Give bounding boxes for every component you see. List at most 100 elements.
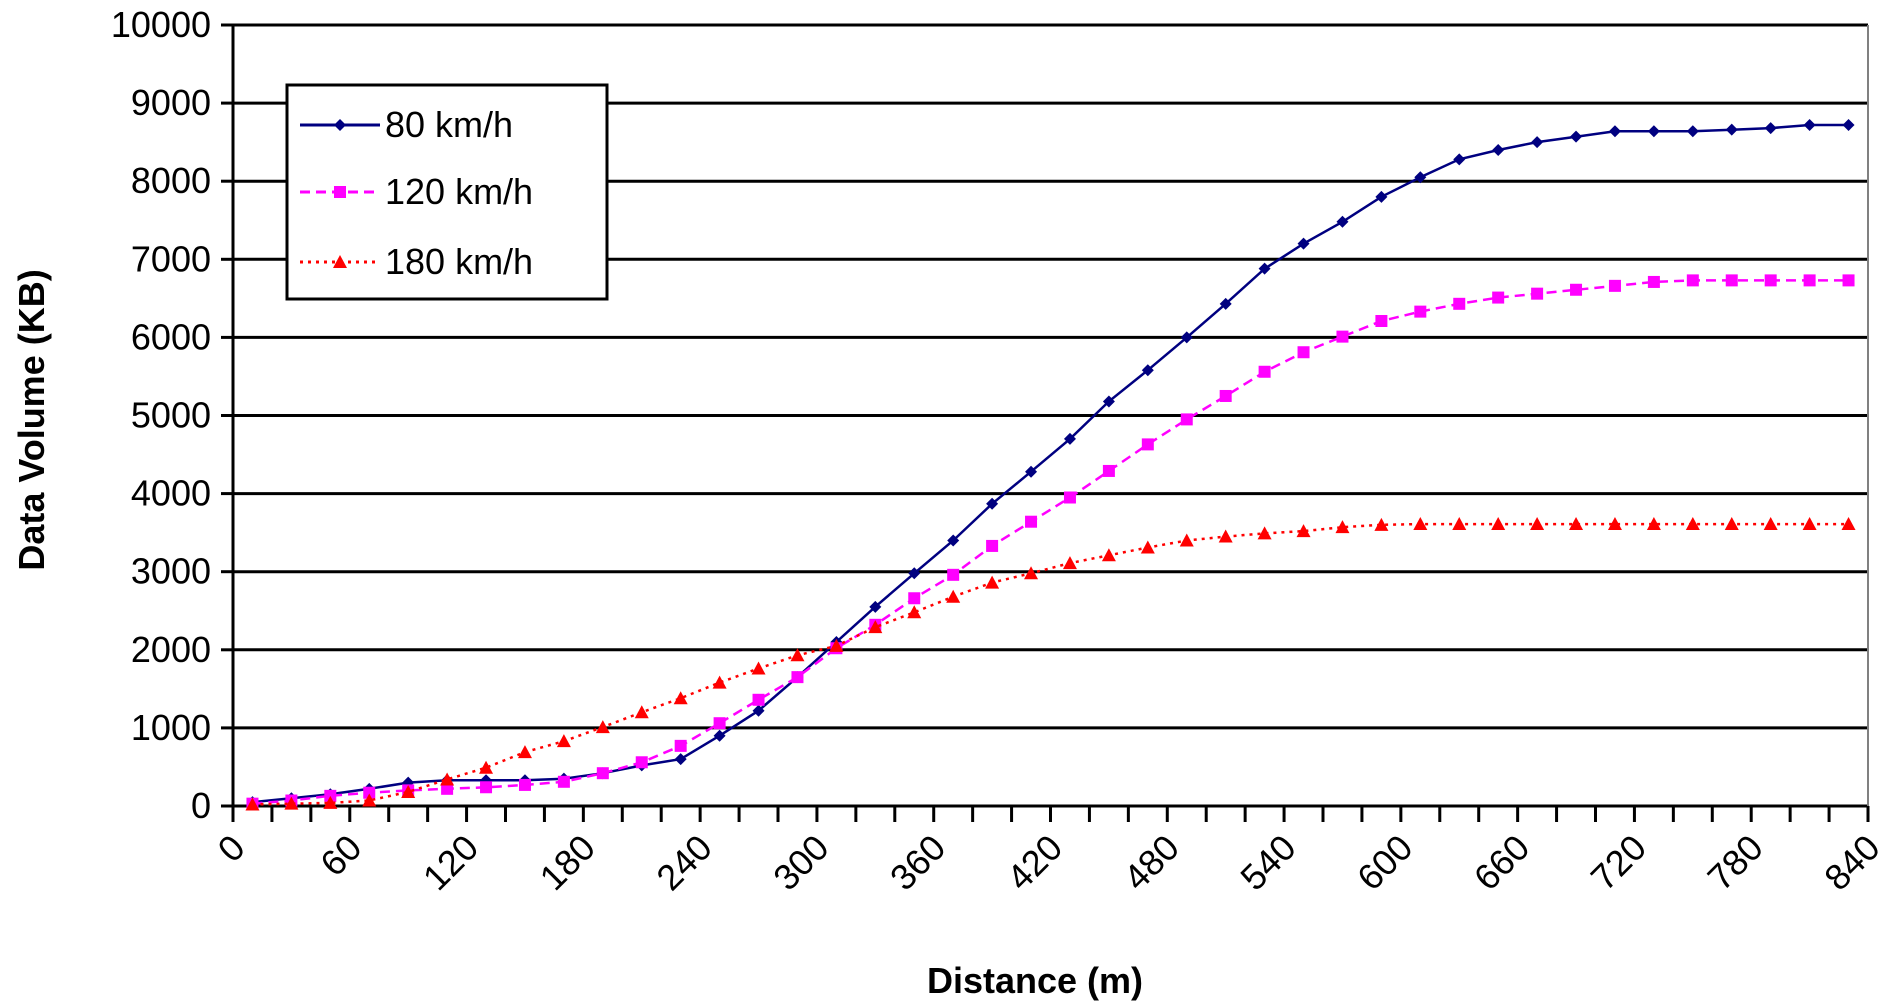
data-point-180-km-h-190	[595, 720, 610, 734]
data-point-80-km-h-250	[713, 729, 726, 742]
data-point-180-km-h-130	[479, 760, 494, 774]
data-point-120-km-h-810	[1803, 274, 1816, 287]
data-point-120-km-h-630	[1453, 297, 1466, 310]
data-point-80-km-h-690	[1570, 130, 1583, 143]
data-point-80-km-h-670	[1531, 136, 1544, 149]
data-point-120-km-h-830	[1842, 274, 1855, 287]
data-point-180-km-h-510	[1218, 529, 1233, 543]
data-point-120-km-h-510	[1219, 389, 1232, 402]
y-tick-label-0: 0	[191, 785, 211, 826]
data-point-80-km-h-470	[1141, 364, 1154, 377]
data-point-80-km-h-350	[908, 567, 921, 580]
data-point-120-km-h-430	[1063, 491, 1076, 504]
data-point-180-km-h-610	[1413, 517, 1428, 531]
data-point-180-km-h-370	[946, 589, 961, 603]
x-tick-label-540: 540	[1232, 827, 1303, 898]
x-axis-title: Distance (m)	[927, 960, 1143, 1001]
data-point-120-km-h-70	[363, 786, 376, 799]
data-point-80-km-h-330	[869, 600, 882, 613]
data-point-120-km-h-610	[1414, 305, 1427, 318]
data-point-180-km-h-810	[1802, 517, 1817, 531]
series-180-km-h	[245, 517, 1856, 811]
data-point-80-km-h-390	[986, 497, 999, 510]
data-point-80-km-h-490	[1180, 331, 1193, 344]
data-point-180-km-h-350	[907, 605, 922, 619]
data-point-120-km-h-190	[596, 767, 609, 780]
data-point-80-km-h-610	[1414, 171, 1427, 184]
data-point-120-km-h-470	[1141, 438, 1154, 451]
data-point-120-km-h-370	[947, 568, 960, 581]
data-point-180-km-h-570	[1335, 520, 1350, 534]
x-tick-label-0: 0	[210, 827, 253, 870]
data-point-120-km-h-130	[480, 781, 493, 794]
data-point-80-km-h-530	[1258, 262, 1271, 275]
y-tick-label-2000: 2000	[131, 629, 211, 670]
data-point-120-km-h-290	[791, 671, 804, 684]
data-point-180-km-h-30	[284, 796, 299, 810]
data-point-120-km-h-690	[1570, 283, 1583, 296]
x-tick-labels: 0 60 120 180 240 300 360 420 480 540 600 660 720 780 8…	[210, 827, 1883, 898]
y-tick-label-4000: 4000	[131, 473, 211, 514]
data-point-180-km-h-210	[634, 705, 649, 719]
data-point-180-km-h-90	[401, 784, 416, 798]
data-point-180-km-h-450	[1101, 548, 1116, 562]
series-120-km-h	[246, 274, 1855, 810]
data-point-180-km-h-270	[751, 661, 766, 675]
x-tick-label-660: 660	[1466, 827, 1537, 898]
data-point-180-km-h-330	[868, 620, 883, 634]
legend-label-180: 180 km/h	[385, 241, 533, 282]
data-point-180-km-h-430	[1062, 556, 1077, 570]
data-point-180-km-h-290	[790, 648, 805, 662]
data-point-120-km-h-590	[1375, 314, 1388, 327]
x-tick-label-60: 60	[312, 827, 369, 884]
data-point-80-km-h-810	[1803, 118, 1816, 131]
series-group	[245, 118, 1856, 811]
data-point-180-km-h-830	[1841, 517, 1856, 531]
data-point-180-km-h-730	[1646, 517, 1661, 531]
data-point-120-km-h-750	[1686, 274, 1699, 287]
data-point-180-km-h-790	[1763, 517, 1778, 531]
data-point-180-km-h-770	[1724, 517, 1739, 531]
data-point-120-km-h-730	[1647, 275, 1660, 288]
data-point-180-km-h-390	[985, 575, 1000, 589]
series-line-180-km-h	[252, 522, 1849, 806]
data-point-80-km-h-230	[674, 753, 687, 766]
legend-item-120: 120 km/h	[300, 171, 533, 212]
data-point-120-km-h-490	[1180, 413, 1193, 426]
data-point-120-km-h-230	[674, 739, 687, 752]
series-line-120-km-h	[252, 279, 1849, 805]
data-point-80-km-h-590	[1375, 190, 1388, 203]
data-point-80-km-h-750	[1686, 125, 1699, 138]
data-point-180-km-h-670	[1530, 517, 1545, 531]
data-point-180-km-h-50	[323, 795, 338, 809]
data-point-180-km-h-110	[440, 772, 455, 786]
data-point-120-km-h-350	[908, 592, 921, 605]
x-tick-label-120: 120	[415, 827, 486, 898]
data-point-180-km-h-470	[1140, 540, 1155, 554]
data-point-180-km-h-550	[1296, 524, 1311, 538]
data-point-120-km-h-670	[1531, 287, 1544, 300]
y-tick-label-8000: 8000	[131, 160, 211, 201]
y-axis-title: Data Volume (KB)	[11, 269, 52, 570]
x-tick-label-420: 420	[999, 827, 1070, 898]
legend-marker-120	[334, 186, 346, 198]
data-point-120-km-h-570	[1336, 330, 1349, 343]
x-tick-label-780: 780	[1699, 827, 1770, 898]
data-point-120-km-h-270	[752, 693, 765, 706]
data-point-180-km-h-690	[1569, 517, 1584, 531]
data-point-180-km-h-170	[556, 734, 571, 748]
legend-label-120: 120 km/h	[385, 171, 533, 212]
x-tick-label-180: 180	[532, 827, 603, 898]
data-point-120-km-h-530	[1258, 365, 1271, 378]
data-point-80-km-h-410	[1025, 465, 1038, 478]
x-tick-label-480: 480	[1115, 827, 1186, 898]
x-tick-label-840: 840	[1816, 827, 1883, 898]
data-point-180-km-h-490	[1179, 533, 1194, 547]
data-point-120-km-h-50	[324, 789, 337, 802]
data-point-180-km-h-250	[712, 675, 727, 689]
x-tick-label-360: 360	[882, 827, 953, 898]
data-point-80-km-h-790	[1764, 122, 1777, 135]
y-tick-label-6000: 6000	[131, 316, 211, 357]
data-point-180-km-h-10	[245, 797, 260, 811]
data-point-120-km-h-210	[635, 756, 648, 769]
